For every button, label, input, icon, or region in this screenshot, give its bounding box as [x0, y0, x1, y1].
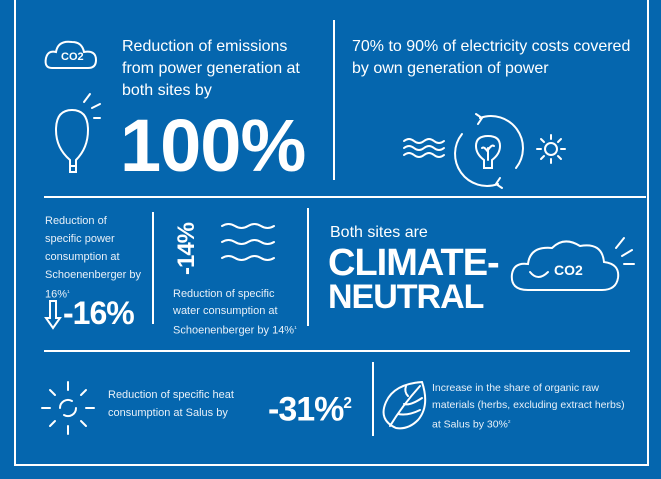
- organic-text: Increase in the share of organic raw mat…: [432, 380, 632, 434]
- lightbulb-icon: [50, 92, 101, 182]
- climate-intro: Both sites are: [330, 224, 428, 241]
- water-text: Reduction of specific water consumption …: [173, 286, 303, 340]
- divider-v-mid1: [152, 212, 154, 324]
- water-label: Reduction of specific water consumption …: [173, 288, 295, 337]
- divider-h1: [44, 196, 646, 198]
- divider-v-top: [333, 20, 335, 180]
- electricity-text: 70% to 90% of electricity costs covered …: [352, 38, 631, 77]
- sun-icon: [536, 134, 566, 164]
- divider-v-mid2: [307, 208, 309, 326]
- power-value: -16%: [63, 295, 135, 331]
- renewable-bulb-icon: [452, 112, 526, 190]
- heat-cycle-icon: [40, 380, 96, 436]
- water-value: -14%: [173, 222, 200, 276]
- heat-value: -31%2: [268, 384, 352, 429]
- footnote-ref: 1: [294, 326, 297, 331]
- footnote-ref: 2: [507, 420, 511, 425]
- co2-cloud-smile-icon: CO2: [508, 234, 635, 296]
- organic-label: Increase in the share of organic raw mat…: [432, 382, 625, 431]
- leaf-icon: [382, 380, 430, 430]
- heat-value-number: -31%: [268, 390, 344, 429]
- climate-headline-2: NEUTRAL: [328, 278, 484, 316]
- co2-cloud-icon: CO2: [44, 38, 100, 72]
- climate-headline-1: CLIMATE-: [328, 242, 500, 284]
- power-consumption-label: Reduction of specific power consumption …: [45, 215, 142, 301]
- water-waves-icon: [403, 138, 445, 158]
- frame-right: [647, 0, 649, 466]
- frame-bottom: [14, 464, 649, 466]
- power-consumption-text: Reduction of specific power consumption …: [45, 212, 145, 304]
- heat-text: Reduction of specific heat consumption a…: [108, 389, 234, 419]
- emissions-value: 100%: [120, 104, 306, 187]
- frame-left: [14, 0, 16, 466]
- water-waves-icon-2: [221, 222, 275, 262]
- divider-v-bottom: [372, 362, 374, 436]
- down-arrow-icon: [44, 300, 62, 330]
- footnote-ref: 2: [343, 395, 351, 412]
- footnote-ref: 1: [67, 290, 70, 295]
- emissions-text: Reduction of emissions from power genera…: [122, 38, 300, 99]
- divider-h2: [44, 350, 630, 352]
